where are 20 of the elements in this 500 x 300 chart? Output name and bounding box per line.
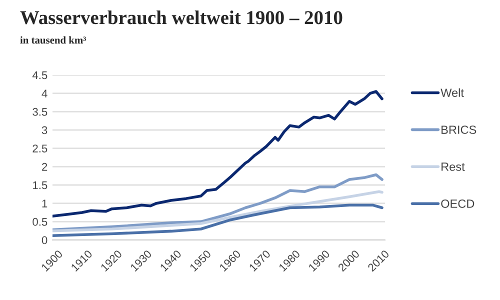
- line-series: [52, 173, 384, 232]
- line-series: [52, 90, 384, 218]
- legend-label: BRICS: [442, 126, 476, 134]
- y-tick-label: 3: [42, 126, 48, 134]
- y-tick-label: 1: [42, 200, 48, 208]
- line-series: [52, 204, 384, 237]
- y-tick-label: 4.5: [32, 71, 48, 80]
- y-tick-label: 0: [42, 236, 48, 244]
- y-tick-label: 3.5: [32, 108, 48, 116]
- y-tick-label: 2: [42, 162, 48, 171]
- legend-label: OECD: [441, 200, 474, 208]
- y-tick-label: 0.5: [32, 218, 48, 226]
- chart-title: Wasserverbrauch weltweit 1900 – 2010: [20, 10, 342, 24]
- y-tick-label: 4: [42, 90, 48, 98]
- y-tick-label: 1.5: [33, 181, 48, 190]
- line-series: [52, 190, 384, 232]
- chart-subtitle: in tausend km³: [20, 36, 86, 44]
- legend-label: Welt: [440, 88, 464, 97]
- legend-label: Rest: [442, 162, 465, 171]
- y-tick-label: 2.5: [32, 144, 48, 152]
